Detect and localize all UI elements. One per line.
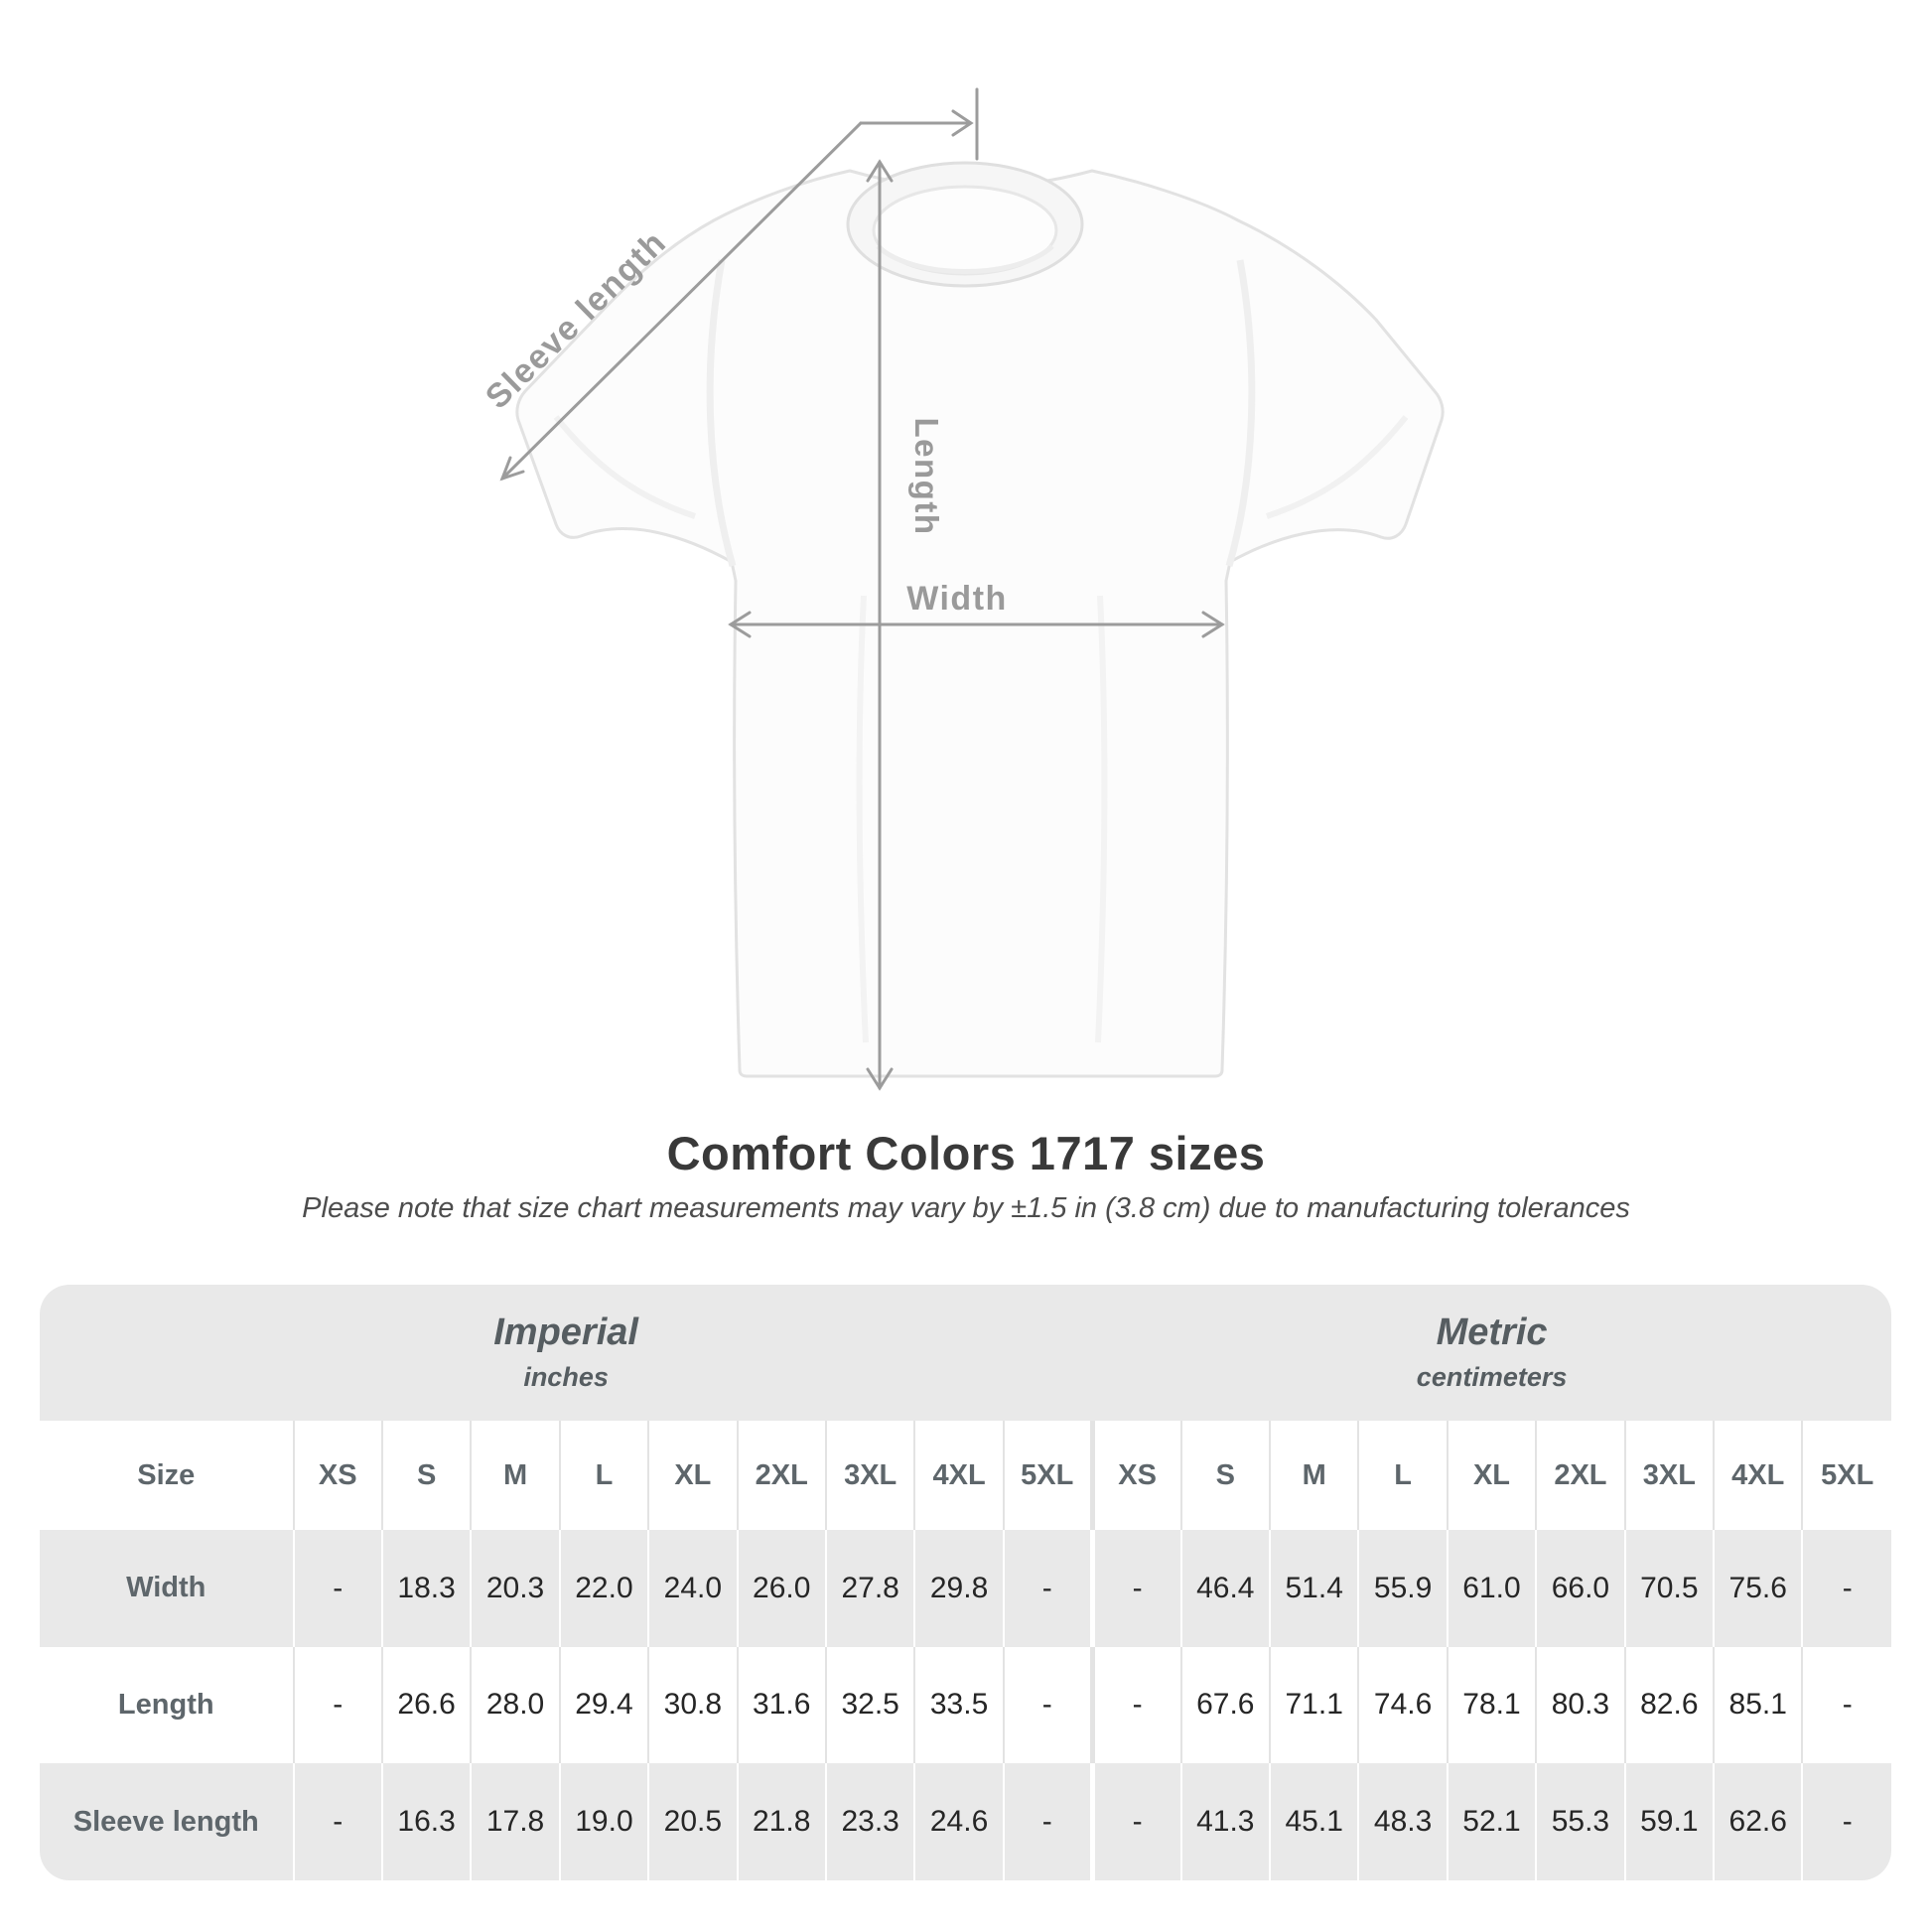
cell-sleeve-length-metric-xl: 52.1: [1446, 1763, 1537, 1880]
metric-group-label: Metric: [1436, 1311, 1548, 1353]
cell-width-metric-4xl: 75.6: [1713, 1530, 1803, 1647]
page-title: Comfort Colors 1717 sizes: [666, 1127, 1266, 1179]
tshirt-illustration: [515, 161, 1445, 1078]
cell-length-metric-xl: 78.1: [1446, 1646, 1537, 1764]
cell-sleeve-length-imperial-m: 17.8: [470, 1763, 560, 1880]
cell-sleeve-length-metric-4xl: 62.6: [1713, 1763, 1803, 1880]
cell-length-imperial-3xl: 32.5: [824, 1646, 915, 1764]
size-chart-container: Imperial inches Metric centimeters Size …: [40, 1285, 1891, 1880]
size-column-header: Size: [40, 1421, 294, 1530]
cell-length-imperial-m: 28.0: [470, 1646, 560, 1764]
metric-group-header: Metric centimeters: [1092, 1285, 1891, 1421]
size-col-header-metric-l: L: [1357, 1421, 1448, 1530]
cell-length-imperial-xs: -: [292, 1646, 382, 1764]
cell-sleeve-length-imperial-4xl: 24.6: [913, 1763, 1004, 1880]
cell-sleeve-length-metric-l: 48.3: [1357, 1763, 1448, 1880]
cell-length-imperial-s: 26.6: [380, 1646, 472, 1764]
cell-width-metric-xs: -: [1089, 1530, 1181, 1647]
cell-sleeve-length-metric-xs: -: [1089, 1763, 1181, 1880]
cell-length-metric-s: 67.6: [1179, 1646, 1270, 1764]
metric-group-unit: centimeters: [1416, 1362, 1568, 1393]
imperial-group-label: Imperial: [493, 1311, 638, 1353]
cell-length-metric-3xl: 82.6: [1623, 1646, 1715, 1764]
cell-length-metric-2xl: 80.3: [1535, 1646, 1625, 1764]
size-col-header-imperial-xl: XL: [647, 1421, 738, 1530]
cell-sleeve-length-imperial-2xl: 21.8: [736, 1763, 826, 1880]
size-col-header-metric-xs: XS: [1089, 1421, 1181, 1530]
row-label-length: Length: [40, 1646, 294, 1764]
cell-length-imperial-xl: 30.8: [647, 1646, 738, 1764]
imperial-group-header: Imperial inches: [40, 1285, 1093, 1421]
size-col-header-metric-s: S: [1179, 1421, 1270, 1530]
width-label: Width: [906, 580, 1008, 618]
measure-row-length: Length -26.6 28.0 29.4 30.8 31.6 32.5 33.5- -67.…: [40, 1646, 1891, 1764]
cell-width-imperial-3xl: 27.8: [824, 1530, 915, 1647]
size-header-row: Size XS S M L XL 2XL 3XL 4XL 5XL XS S M L XL 2XL 3XL 4XL…: [40, 1421, 1891, 1530]
size-col-header-imperial-l: L: [558, 1421, 649, 1530]
cell-sleeve-length-metric-m: 45.1: [1268, 1763, 1359, 1880]
width-arrow: [728, 611, 1225, 638]
cell-width-imperial-l: 22.0: [558, 1530, 649, 1647]
cell-width-metric-5xl: -: [1801, 1530, 1891, 1647]
cell-width-metric-xl: 61.0: [1446, 1530, 1537, 1647]
size-col-header-metric-m: M: [1268, 1421, 1359, 1530]
cell-sleeve-length-imperial-xl: 20.5: [647, 1763, 738, 1880]
cell-width-metric-2xl: 66.0: [1535, 1530, 1625, 1647]
size-col-header-imperial-5xl: 5XL: [1002, 1421, 1093, 1530]
size-col-header-metric-2xl: 2XL: [1535, 1421, 1625, 1530]
size-col-header-imperial-2xl: 2XL: [736, 1421, 826, 1530]
cell-sleeve-length-imperial-3xl: 23.3: [824, 1763, 915, 1880]
cell-length-metric-4xl: 85.1: [1713, 1646, 1803, 1764]
size-col-header-metric-xl: XL: [1446, 1421, 1537, 1530]
size-col-header-imperial-m: M: [470, 1421, 560, 1530]
size-col-header-metric-4xl: 4XL: [1713, 1421, 1803, 1530]
cell-width-imperial-5xl: -: [1002, 1530, 1093, 1647]
cell-sleeve-length-metric-5xl: -: [1801, 1763, 1891, 1880]
size-col-header-metric-3xl: 3XL: [1623, 1421, 1715, 1530]
cell-sleeve-length-imperial-s: 16.3: [380, 1763, 472, 1880]
cell-length-imperial-5xl: -: [1002, 1646, 1093, 1764]
sleeve-length-arrow: [499, 87, 979, 482]
tshirt-collar: [846, 161, 1084, 288]
cell-sleeve-length-imperial-xs: -: [292, 1763, 382, 1880]
size-col-header-metric-5xl: 5XL: [1801, 1421, 1891, 1530]
cell-sleeve-length-metric-2xl: 55.3: [1535, 1763, 1625, 1880]
cell-width-metric-3xl: 70.5: [1623, 1530, 1715, 1647]
row-label-width: Width: [40, 1530, 294, 1647]
cell-width-imperial-s: 18.3: [380, 1530, 472, 1647]
cell-width-imperial-4xl: 29.8: [913, 1530, 1004, 1647]
size-col-header-imperial-xs: XS: [292, 1421, 382, 1530]
cell-length-imperial-4xl: 33.5: [913, 1646, 1004, 1764]
cell-width-imperial-m: 20.3: [470, 1530, 560, 1647]
size-col-header-imperial-4xl: 4XL: [913, 1421, 1004, 1530]
cell-sleeve-length-metric-3xl: 59.1: [1623, 1763, 1715, 1880]
cell-width-imperial-xs: -: [292, 1530, 382, 1647]
size-chart-table: Imperial inches Metric centimeters Size …: [40, 1285, 1891, 1880]
row-label-sleeve-length: Sleeve length: [40, 1763, 294, 1880]
cell-length-imperial-2xl: 31.6: [736, 1646, 826, 1764]
unit-group-row: Imperial inches Metric centimeters: [40, 1285, 1891, 1421]
cell-width-metric-l: 55.9: [1357, 1530, 1448, 1647]
cell-length-metric-xs: -: [1089, 1646, 1181, 1764]
cell-width-metric-s: 46.4: [1179, 1530, 1270, 1647]
size-col-header-imperial-s: S: [380, 1421, 472, 1530]
cell-sleeve-length-imperial-l: 19.0: [558, 1763, 649, 1880]
cell-length-metric-m: 71.1: [1268, 1646, 1359, 1764]
cell-width-imperial-2xl: 26.0: [736, 1530, 826, 1647]
imperial-group-unit: inches: [523, 1362, 609, 1393]
cell-width-metric-m: 51.4: [1268, 1530, 1359, 1647]
tolerance-note: Please note that size chart measurements…: [302, 1192, 1630, 1224]
tshirt-measurement-diagram: Sleeve length Length Width: [479, 87, 1445, 1091]
measure-row-width: Width -18.3 20.3 22.0 24.0 26.0 27.8 29.8- -46.4…: [40, 1530, 1891, 1647]
measure-row-sleeve-length: Sleeve length -16.3 17.8 19.0 20.5 21.8 23.3 24…: [40, 1763, 1891, 1880]
length-label: Length: [908, 418, 945, 536]
cell-sleeve-length-imperial-5xl: -: [1002, 1763, 1093, 1880]
cell-length-metric-5xl: -: [1801, 1646, 1891, 1764]
cell-sleeve-length-metric-s: 41.3: [1179, 1763, 1270, 1880]
cell-length-imperial-l: 29.4: [558, 1646, 649, 1764]
cell-length-metric-l: 74.6: [1357, 1646, 1448, 1764]
size-col-header-imperial-3xl: 3XL: [824, 1421, 915, 1530]
cell-width-imperial-xl: 24.0: [647, 1530, 738, 1647]
